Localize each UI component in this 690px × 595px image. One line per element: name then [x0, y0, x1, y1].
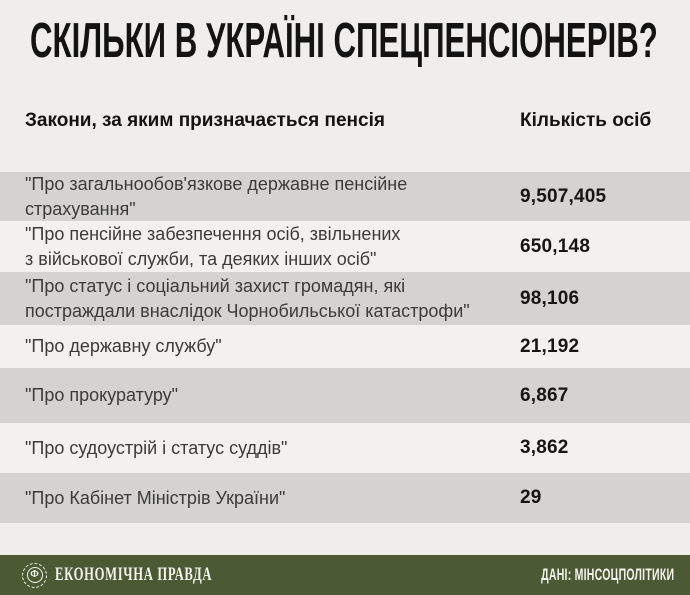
law-name: "Про судоустрій і статус суддів": [25, 437, 288, 458]
data-source-label: ДАНІ: МІНСОЦПОЛІТИКИ: [540, 565, 674, 584]
law-name: "Про загальнообов'язкове державне пенсій…: [25, 173, 408, 219]
brand-logo: Ф ЕКОНОМІЧНА ПРАВДА: [22, 562, 291, 588]
table-row: "Про пенсійне забезпечення осіб, звільне…: [0, 221, 690, 272]
law-name: "Про Кабінет Міністрів України": [25, 487, 286, 508]
column-header-count: Кількість осіб: [520, 110, 652, 131]
person-count: 9,507,405: [520, 185, 607, 207]
person-count: 6,867: [520, 384, 569, 406]
law-name: "Про прокуратуру": [25, 385, 179, 405]
person-count: 3,862: [520, 437, 569, 458]
coin-glyph: Ф: [26, 567, 43, 583]
law-name: "Про пенсійне забезпечення осіб, звільне…: [25, 223, 401, 269]
table-row: "Про судоустрій і статус суддів" 3,862: [0, 423, 690, 473]
table-row: "Про державну службу" 21,192: [0, 325, 690, 368]
brand-wordmark: ЕКОНОМІЧНА ПРАВДА: [55, 564, 213, 585]
column-header-laws: Закони, за яким призначається пенсія: [25, 110, 385, 131]
person-count: 650,148: [520, 235, 591, 257]
law-name: "Про державну службу": [25, 336, 222, 356]
table-row: "Про прокуратуру" 6,867: [0, 368, 690, 423]
table-body: "Про загальнообов'язкове державне пенсій…: [0, 172, 690, 523]
law-name: "Про статус і соціальний захист громадян…: [25, 275, 470, 321]
table-row: "Про загальнообов'язкове державне пенсій…: [0, 172, 690, 221]
coin-hryvnia-icon: Ф: [22, 562, 47, 588]
page-title: СКІЛЬКИ В УКРАЇНІ СПЕЦПЕНСІОНЕРІВ?: [30, 14, 658, 68]
footer-bar: Ф ЕКОНОМІЧНА ПРАВДА ДАНІ: МІНСОЦПОЛІТИКИ: [0, 555, 690, 595]
person-count: 98,106: [520, 287, 580, 309]
table-row: "Про Кабінет Міністрів України" 29: [0, 473, 690, 523]
table-header: Закони, за яким призначається пенсія Кіл…: [0, 110, 690, 134]
person-count: 21,192: [520, 335, 580, 357]
table-row: "Про статус і соціальний захист громадян…: [0, 272, 690, 325]
person-count: 29: [520, 487, 542, 508]
